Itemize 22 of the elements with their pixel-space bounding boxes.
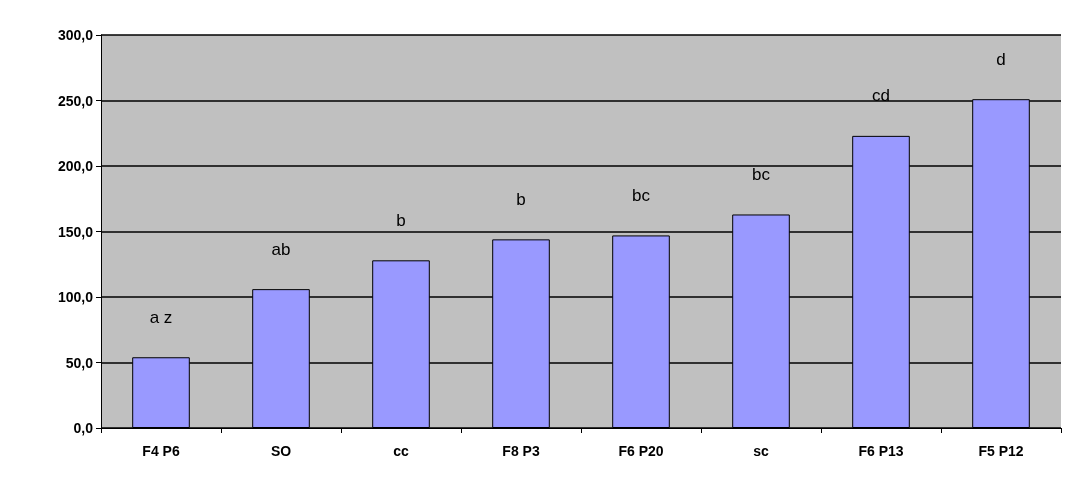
x-tick-label: F8 P3 xyxy=(502,443,540,459)
y-tick-label: 150,0 xyxy=(57,223,94,240)
y-tick-label: 100,0 xyxy=(57,289,94,305)
y-tick-label: 300,0 xyxy=(57,27,94,43)
y-tick-label: 50,0 xyxy=(65,354,94,371)
annotation: bc xyxy=(632,185,651,205)
x-tick-label: sc xyxy=(753,443,769,459)
x-tick-label: F6 P20 xyxy=(618,443,664,459)
x-tick-label: SO xyxy=(270,443,292,459)
y-tick-label: 200,0 xyxy=(57,158,94,174)
y-tick-label: 0,0 xyxy=(73,420,94,436)
annotation: a z xyxy=(149,307,173,327)
annotation: b xyxy=(516,189,526,209)
y-tick-label: 250,0 xyxy=(57,92,94,109)
annotation: d xyxy=(996,49,1006,69)
x-tick-label: cc xyxy=(393,443,409,459)
annotation: bc xyxy=(752,164,771,184)
annotation: b xyxy=(396,210,406,230)
x-tick-label: F5 P12 xyxy=(978,443,1024,459)
x-tick-label: F6 P13 xyxy=(858,443,904,459)
x-tick-label: F4 P6 xyxy=(142,443,180,459)
annotation: ab xyxy=(271,239,291,259)
